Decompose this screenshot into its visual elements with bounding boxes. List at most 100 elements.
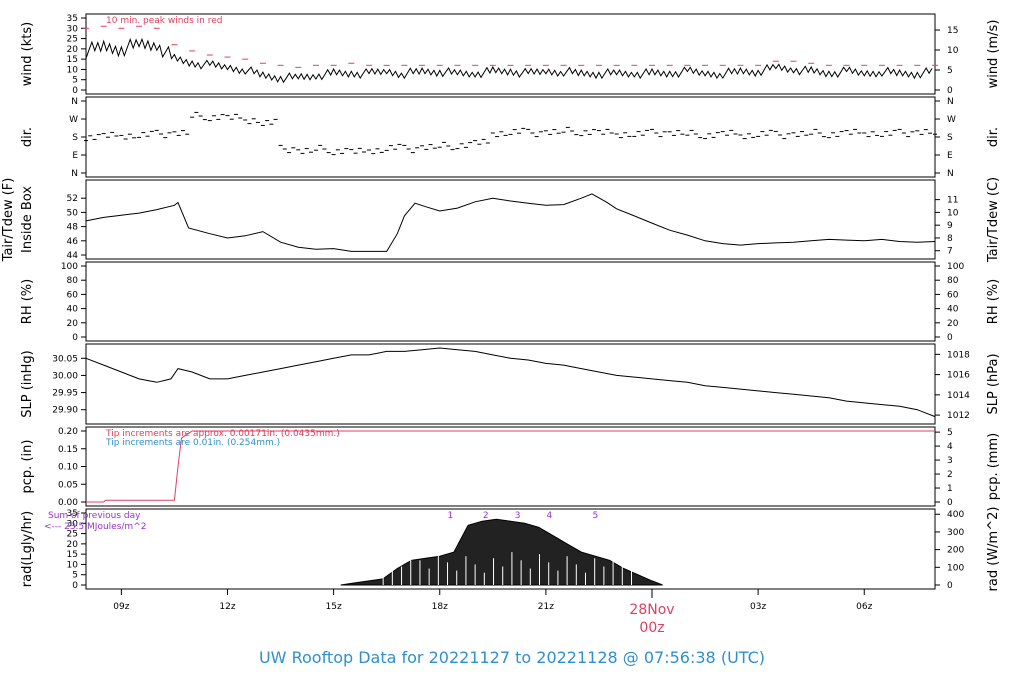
rad-left-axis-label: rad(Lgly/hr)	[20, 511, 35, 587]
rh-left-tick-label: 60	[67, 290, 79, 300]
footer-title: UW Rooftop Data for 20221127 to 20221128…	[258, 648, 766, 667]
temp-left-tick-label: 52	[67, 194, 78, 204]
x-axis-tick-label: 12z	[219, 602, 235, 612]
rad-left-tick-label: 20	[67, 540, 79, 550]
pcp-left-axis-label: pcp. (in)	[20, 440, 35, 494]
rh-left-tick-label: 40	[67, 305, 79, 315]
pcp-left-tick-label: 0.15	[58, 445, 78, 455]
rad-left-tick-label: 10	[67, 560, 79, 570]
wind-right-tick-label: 10	[947, 46, 959, 56]
wind-left-tick-label: 0	[72, 86, 78, 96]
temp-left-tick-label: 48	[67, 223, 79, 233]
rh-right-tick-label: 0	[947, 333, 953, 343]
rad-marker-label: 4	[547, 511, 553, 521]
dir-right-tick-label: E	[947, 151, 953, 161]
temp-panel-frame	[85, 179, 936, 260]
rh-right-tick-label: 20	[947, 319, 959, 329]
slp-series	[85, 347, 936, 418]
slp-right-tick-label: 1014	[947, 391, 970, 401]
dir-left-tick-label: E	[72, 151, 78, 161]
dir-left-axis-label: dir.	[20, 127, 35, 147]
temp-left-tick-label: 46	[67, 237, 79, 247]
pcp-left-tick-label: 0.00	[58, 498, 78, 508]
wind-left-tick-label: 10	[67, 65, 79, 75]
slp-left-tick-label: 30.05	[52, 354, 78, 364]
dir-right-tick-label: W	[947, 115, 956, 125]
x-axis-tick-label: 09z	[113, 602, 129, 612]
rad-marker-label: 2	[483, 511, 489, 521]
pcp-left-tick-label: 0.20	[58, 427, 78, 437]
pcp-series	[86, 430, 935, 503]
temp-left-tick-label: 50	[67, 208, 79, 218]
x-axis-tick-label: 03z	[750, 602, 766, 612]
temp-right-tick-label: 10	[947, 208, 959, 218]
wind-left-tick-label: 20	[67, 45, 79, 55]
rad-sum-annotation: Sum of previous day	[48, 511, 141, 521]
temp-series	[85, 193, 936, 252]
wind-left-tick-label: 25	[67, 35, 78, 45]
dir-right-tick-label: N	[947, 97, 954, 107]
x-axis-date-label: 28Nov	[629, 602, 674, 618]
temp-left2-axis-label: Tair/Tdew (F)	[1, 178, 16, 263]
wind-left-tick-label: 35	[67, 14, 78, 24]
rad-right-tick-label: 300	[947, 528, 964, 538]
wind-right-tick-label: 0	[947, 86, 953, 96]
wind-speed-series	[85, 37, 933, 84]
wind-right-tick-label: 15	[947, 26, 958, 36]
rad-marker-label: 3	[515, 511, 521, 521]
wind-left-tick-label: 30	[67, 24, 79, 34]
pcp-annotation-blue: Tip increments are 0.01in. (0.254mm.)	[105, 438, 280, 448]
rh-left-axis-label: RH (%)	[20, 279, 35, 324]
wind-left-tick-label: 15	[67, 55, 78, 65]
wind-peak-annotation: 10 min. peak winds in red	[106, 16, 223, 26]
pcp-left-tick-label: 0.05	[58, 480, 78, 490]
dir-left-tick-label: N	[71, 169, 78, 179]
wind-panel-frame	[85, 13, 936, 95]
dir-left-tick-label: W	[69, 115, 78, 125]
rh-right-tick-label: 60	[947, 290, 959, 300]
dir-right-axis-label: dir.	[986, 127, 1001, 147]
slp-right-tick-label: 1016	[947, 371, 970, 381]
slp-left-tick-label: 30.00	[52, 371, 78, 381]
rad-right-tick-label: 200	[947, 546, 964, 556]
pcp-left-tick-label: 0.10	[58, 463, 78, 473]
rad-panel-frame	[85, 508, 936, 590]
slp-left-tick-label: 29.95	[52, 389, 78, 399]
pcp-right-axis-label: pcp. (mm)	[986, 433, 1001, 500]
temp-right-tick-label: 9	[947, 221, 953, 231]
pcp-right-tick-label: 3	[947, 456, 953, 466]
x-axis-tick-label: 21z	[538, 602, 554, 612]
temp-right-tick-label: 8	[947, 234, 953, 244]
rad-left-tick-label: 25	[67, 530, 78, 540]
slp-right-tick-label: 1018	[947, 350, 970, 360]
pcp-annotation-red: Tip increments are approx. 0.00171in. (0…	[105, 429, 340, 439]
rh-left-tick-label: 100	[61, 262, 78, 272]
rh-right-tick-label: 40	[947, 305, 959, 315]
rad-right-tick-label: 0	[947, 581, 953, 591]
temp-right-axis-label: Tair/Tdew (C)	[986, 177, 1001, 263]
rad-left-tick-label: 30	[67, 519, 79, 529]
slp-left-tick-label: 29.90	[52, 406, 78, 416]
rh-left-tick-label: 20	[67, 319, 79, 329]
temp-right-tick-label: 7	[947, 247, 953, 257]
rad-marker-label: 1	[447, 511, 453, 521]
slp-panel-frame	[85, 343, 936, 425]
slp-left-axis-label: SLP (inHg)	[20, 350, 35, 418]
rad-left-tick-label: 35	[67, 509, 78, 519]
temp-left-axis-label: Inside Box	[20, 186, 35, 253]
temp-right-tick-label: 11	[947, 196, 958, 206]
pcp-right-tick-label: 2	[947, 470, 953, 480]
pcp-right-tick-label: 4	[947, 442, 953, 452]
x-axis-tick-label: 15z	[326, 602, 342, 612]
rad-right-tick-label: 100	[947, 563, 964, 573]
dir-left-tick-label: S	[72, 133, 78, 143]
wind-right-axis-label: wind (m/s)	[986, 20, 1001, 89]
rad-right-axis-label: rad (W/m^2)	[986, 507, 1001, 592]
rad-left-tick-label: 0	[72, 581, 78, 591]
rh-left-tick-label: 0	[72, 333, 78, 343]
rh-left-tick-label: 80	[67, 276, 79, 286]
wind-left-axis-label: wind (kts)	[20, 22, 35, 86]
rad-left-tick-label: 5	[72, 571, 78, 581]
pcp-right-tick-label: 0	[947, 498, 953, 508]
rh-right-axis-label: RH (%)	[986, 279, 1001, 324]
